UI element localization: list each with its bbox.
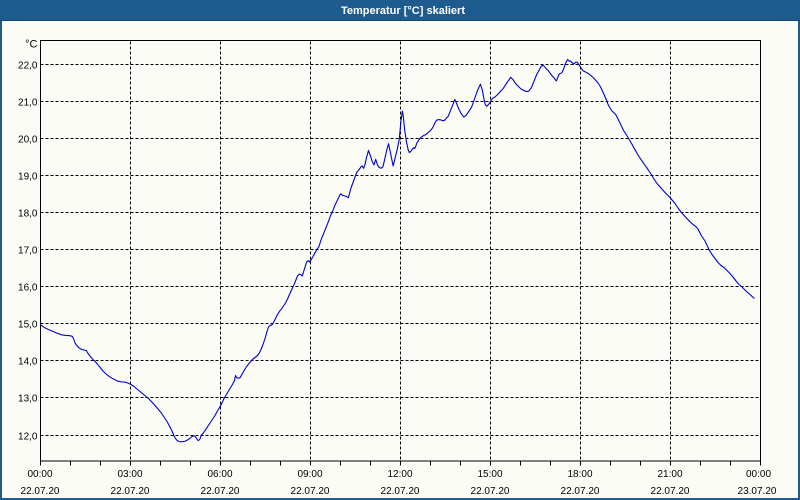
svg-text:13,0: 13,0 [18,394,38,405]
svg-text:22,0: 22,0 [18,61,38,72]
svg-text:18,0: 18,0 [18,209,38,220]
svg-text:14,0: 14,0 [18,357,38,368]
svg-text:00:00: 00:00 [27,469,52,480]
svg-text:19,0: 19,0 [18,172,38,183]
svg-text:22.07.20: 22.07.20 [651,486,690,497]
svg-text:03:00: 03:00 [117,469,142,480]
svg-text:15,0: 15,0 [18,320,38,331]
svg-text:16,0: 16,0 [18,283,38,294]
svg-text:°C: °C [25,39,37,51]
svg-text:15:00: 15:00 [477,469,502,480]
svg-text:22.07.20: 22.07.20 [21,486,60,497]
svg-text:23.07.20: 23.07.20 [738,486,777,497]
svg-text:Temperatur [°C] skaliert: Temperatur [°C] skaliert [341,5,465,17]
svg-text:18:00: 18:00 [567,469,592,480]
svg-text:21:00: 21:00 [657,469,682,480]
svg-text:12,0: 12,0 [18,432,38,443]
svg-text:22.07.20: 22.07.20 [561,486,600,497]
svg-text:22.07.20: 22.07.20 [111,486,150,497]
svg-text:09:00: 09:00 [297,469,322,480]
svg-text:00:00: 00:00 [746,469,771,480]
svg-text:22.07.20: 22.07.20 [201,486,240,497]
svg-text:22.07.20: 22.07.20 [381,486,420,497]
svg-text:22.07.20: 22.07.20 [291,486,330,497]
svg-text:21,0: 21,0 [18,98,38,109]
svg-text:17,0: 17,0 [18,246,38,257]
svg-text:12:00: 12:00 [387,469,412,480]
svg-text:20,0: 20,0 [18,135,38,146]
svg-text:22.07.20: 22.07.20 [471,486,510,497]
svg-text:06:00: 06:00 [207,469,232,480]
